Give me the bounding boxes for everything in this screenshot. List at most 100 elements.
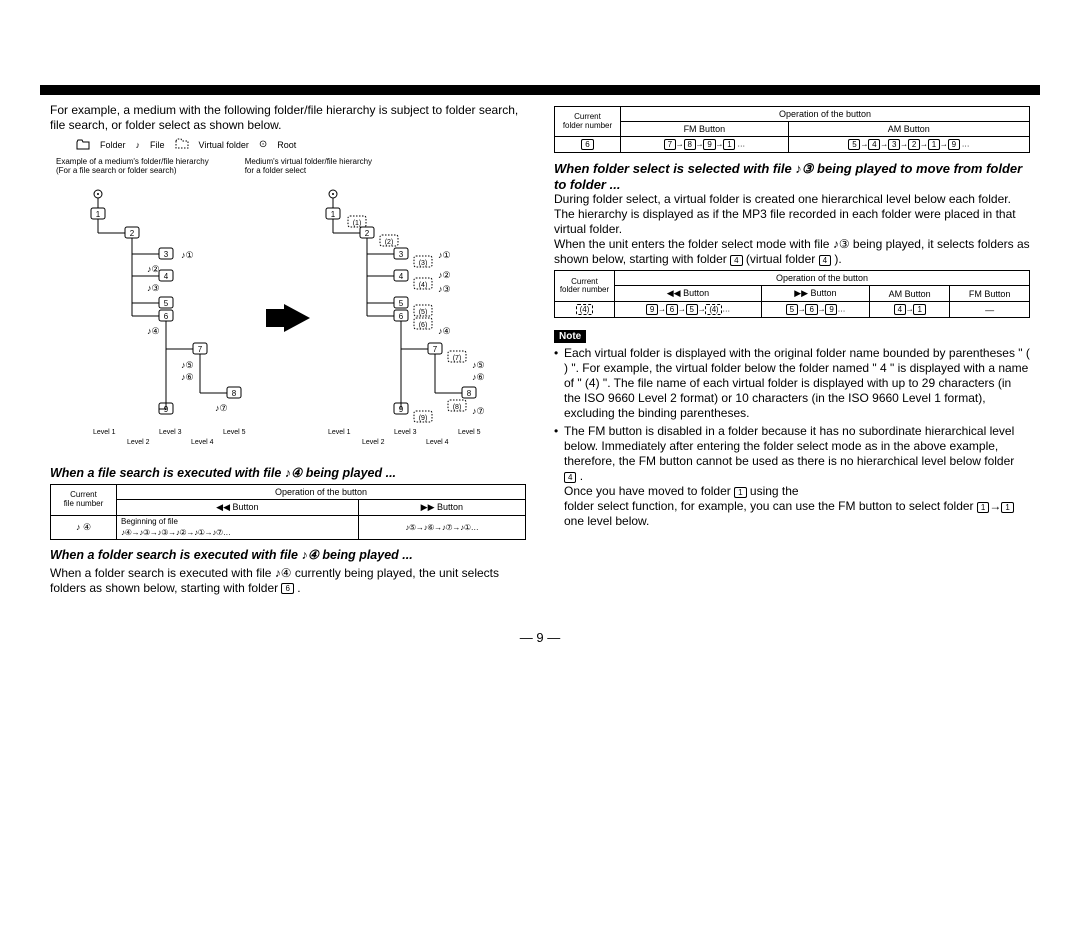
t3-cur: (4) xyxy=(576,304,594,315)
svg-text:♪④: ♪④ xyxy=(438,326,451,336)
note-tag: Note xyxy=(554,330,586,343)
legend-root: Root xyxy=(277,140,296,150)
note2a: The FM button is disabled in a folder be… xyxy=(564,424,1014,468)
t1-h1: Current file number xyxy=(51,485,117,516)
svg-text:4: 4 xyxy=(164,272,169,281)
legend-file: File xyxy=(150,140,165,150)
sub2-body: When a folder search is executed with fi… xyxy=(50,566,499,595)
t3-b4: FM Button xyxy=(950,286,1030,302)
svg-text:♪⑥: ♪⑥ xyxy=(181,372,194,382)
svg-text:8: 8 xyxy=(232,389,237,398)
svg-text:Level 5: Level 5 xyxy=(223,429,246,436)
svg-text:♪②: ♪② xyxy=(147,264,160,274)
svg-text:Level 4: Level 4 xyxy=(426,439,449,446)
svg-text:(6): (6) xyxy=(419,322,428,329)
virtual-folder-icon xyxy=(175,138,189,151)
svg-text:7: 7 xyxy=(198,345,203,354)
svg-text:6: 6 xyxy=(164,312,169,321)
svg-text:Level 1: Level 1 xyxy=(328,429,351,436)
svg-text:8: 8 xyxy=(467,389,472,398)
svg-text:(8): (8) xyxy=(453,404,462,411)
svg-text:(3): (3) xyxy=(419,260,428,267)
svg-text:Level 2: Level 2 xyxy=(362,439,385,446)
svg-text:♪⑤: ♪⑤ xyxy=(472,360,485,370)
folder-4-box: 4 xyxy=(730,255,742,266)
legend-row: Folder ♪ File Virtual folder ⊙ Root xyxy=(76,138,526,151)
folder-icon xyxy=(76,139,90,150)
t2-am: AM Button xyxy=(788,122,1029,137)
svg-text:Level 5: Level 5 xyxy=(458,429,481,436)
svg-text:1: 1 xyxy=(331,210,336,219)
file-note-icon: ♪ xyxy=(136,140,141,150)
right-body1: During folder select, a virtual folder i… xyxy=(554,192,1030,237)
svg-text:3: 3 xyxy=(164,250,169,259)
svg-text:3: 3 xyxy=(399,250,404,259)
note2d: folder select function, for example, you… xyxy=(564,499,974,513)
diagram-captions: Example of a medium's folder/file hierar… xyxy=(56,157,526,175)
t3-h1: Current folder number xyxy=(555,271,615,302)
folder-select-table: Current folder number Operation of the b… xyxy=(554,270,1030,318)
svg-text:4: 4 xyxy=(399,272,404,281)
folder-search-body: When a folder search is executed with fi… xyxy=(50,566,526,596)
note-2: The FM button is disabled in a folder be… xyxy=(554,424,1030,529)
note2-f1a: 1 xyxy=(977,502,989,513)
svg-text:(2): (2) xyxy=(385,239,394,246)
note2-f1b: 1 xyxy=(1001,502,1013,513)
arrow-icon xyxy=(266,304,310,332)
svg-text:♪②: ♪② xyxy=(438,270,451,280)
folder-6-box: 6 xyxy=(281,583,293,594)
note-1: Each virtual folder is displayed with th… xyxy=(554,346,1030,421)
svg-text:2: 2 xyxy=(365,229,370,238)
t2-fm: FM Button xyxy=(621,122,789,137)
svg-text:♪④: ♪④ xyxy=(147,326,160,336)
intro-text: For example, a medium with the following… xyxy=(50,103,526,133)
note2c: using the xyxy=(750,484,799,498)
t2-h1: Current folder number xyxy=(555,107,621,137)
svg-text:♪③: ♪③ xyxy=(438,284,451,294)
svg-text:(4): (4) xyxy=(419,282,428,289)
page-number: — 9 — xyxy=(0,630,1080,645)
right-body2b: (virtual folder xyxy=(746,252,815,266)
t1-h2: Operation of the button xyxy=(117,485,526,500)
svg-text:7: 7 xyxy=(433,345,438,354)
svg-text:9: 9 xyxy=(399,405,404,414)
svg-text:6: 6 xyxy=(399,312,404,321)
svg-text:(7): (7) xyxy=(453,355,462,362)
note2-f4: 4 xyxy=(564,472,576,483)
svg-text:1: 1 xyxy=(96,210,101,219)
t1-hb1: ◀◀ Button xyxy=(117,500,359,516)
left-caption1: Example of a medium's folder/file hierar… xyxy=(56,157,209,166)
svg-text:♪⑦: ♪⑦ xyxy=(215,403,228,413)
svg-text:Level 1: Level 1 xyxy=(93,429,116,436)
vfolder-4-box: 4 xyxy=(819,255,831,266)
file-search-heading: When a file search is executed with file… xyxy=(50,466,526,481)
legend-folder: Folder xyxy=(100,140,126,150)
left-caption2: (For a file search or folder search) xyxy=(56,166,209,175)
svg-text:Level 2: Level 2 xyxy=(127,439,150,446)
note2b: Once you have moved to folder xyxy=(564,484,731,498)
svg-text:Level 3: Level 3 xyxy=(394,429,417,436)
svg-text:(1): (1) xyxy=(353,220,362,227)
folder-select-heading: When folder select is selected with file… xyxy=(554,161,1030,192)
svg-text:♪⑥: ♪⑥ xyxy=(472,372,485,382)
t3-b2: ▶▶ Button xyxy=(761,286,869,302)
t3-s4: — xyxy=(950,302,1030,318)
svg-text:♪⑤: ♪⑤ xyxy=(181,360,194,370)
svg-text:5: 5 xyxy=(399,299,404,308)
right-body2c: ). xyxy=(834,252,841,266)
root-icon: ⊙ xyxy=(259,139,267,150)
svg-text:♪①: ♪① xyxy=(181,250,194,260)
svg-text:Level 4: Level 4 xyxy=(191,439,214,446)
t3-b1: ◀◀ Button xyxy=(615,286,762,302)
t1-b2: ♪⑤→♪⑥→♪⑦→♪①… xyxy=(358,516,525,540)
folder-search-heading: When a folder search is executed with fi… xyxy=(50,548,526,563)
right-caption1: Medium's virtual folder/file hierarchy xyxy=(245,157,372,166)
right-caption2: for a folder select xyxy=(245,166,372,175)
file-search-table: Current file number Operation of the but… xyxy=(50,484,526,540)
hierarchy-diagram: 1 2 3 ♪① 4 ♪② ♪③ 5 6 ♪④ 7 ♪⑤ ♪⑥ 8 xyxy=(50,175,526,460)
svg-text:5: 5 xyxy=(164,299,169,308)
note2e: one level below. xyxy=(564,514,649,528)
t3-b3: AM Button xyxy=(869,286,949,302)
svg-text:(9): (9) xyxy=(419,415,428,422)
svg-text:♪①: ♪① xyxy=(438,250,451,260)
